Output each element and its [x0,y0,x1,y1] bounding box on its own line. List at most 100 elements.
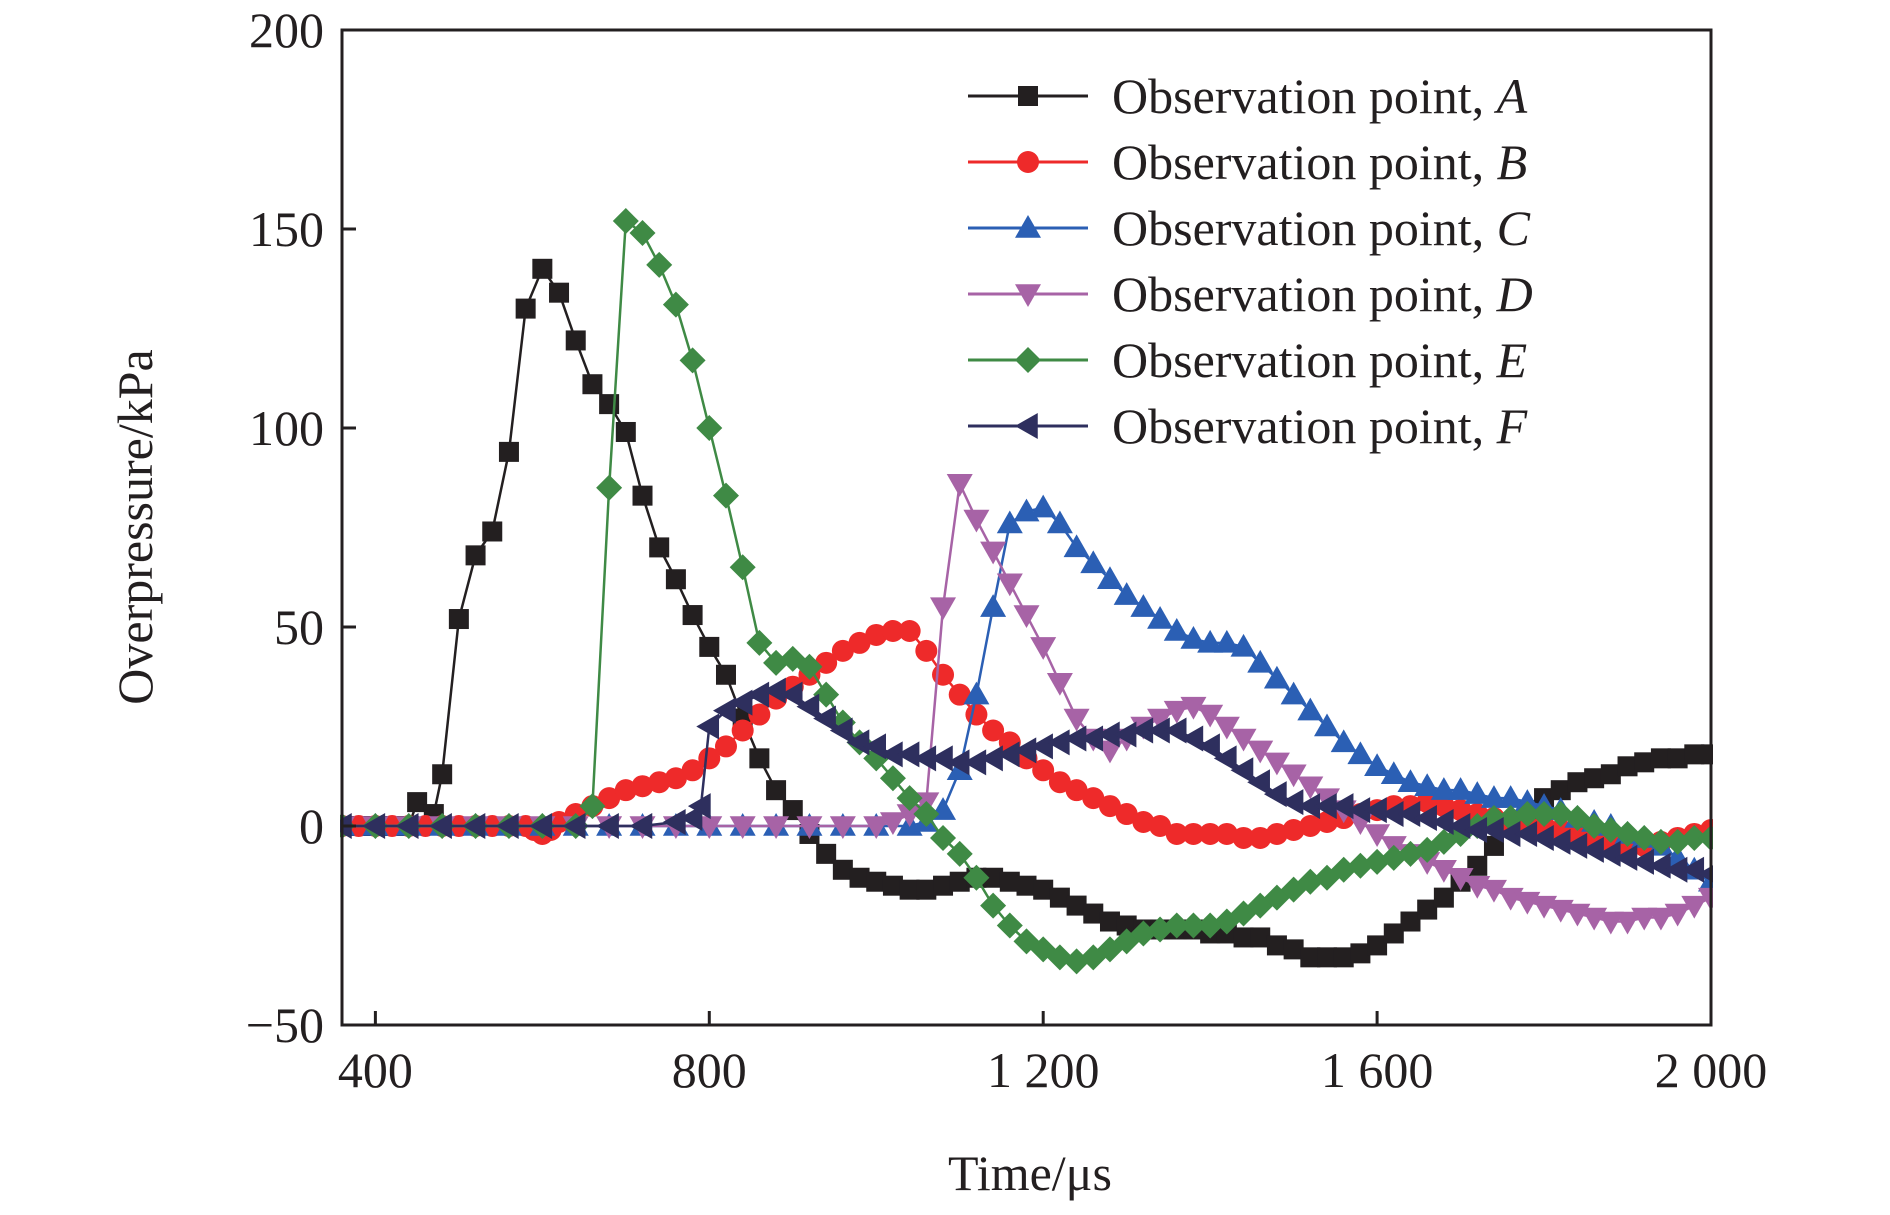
x-tick-label: 2 000 [1655,1042,1768,1098]
series-f-point [1380,801,1404,828]
series-b-point [848,631,871,654]
series-d-point [729,816,756,839]
series-e-point [879,765,906,792]
series-f-point [1647,852,1671,879]
series-a-point [1250,927,1271,948]
series-e-point [930,824,957,851]
series-d-point [963,509,990,533]
series-c-point [1414,773,1441,796]
y-tick-label: 0 [299,798,324,854]
legend-label: Observation point, C [1112,200,1531,256]
series-f-point [746,681,770,708]
series-d-point [1063,708,1090,732]
series-e-point [729,554,756,581]
legend-label-text: Observation point, [1112,266,1497,322]
series-c-point [1280,681,1307,705]
series-b-point [965,703,988,726]
series-b-point [1165,822,1188,845]
series-d-point [1030,637,1057,660]
series-c-point [1330,729,1357,753]
series-a-point [1116,915,1137,936]
series-f-point [662,809,686,836]
series-d-point [1247,740,1274,764]
series-f-point [1297,793,1321,820]
legend-label-text: Observation point, [1112,134,1497,190]
series-a-point [1467,855,1488,876]
series-f-point [1497,820,1521,847]
series-a-point [866,871,887,892]
series-b-point [714,735,737,758]
series-f-point [1681,856,1705,883]
series-c-point [1130,594,1157,617]
series-c-point [1430,777,1457,800]
series-f-point [796,693,820,720]
series-d-point [1280,764,1307,788]
series-a-point [532,258,553,279]
series-f-point [1581,836,1604,863]
series-a-point [782,800,803,821]
series-a-point [1684,744,1705,765]
series-d-point [1180,696,1207,720]
series-d-point [1597,911,1624,935]
legend-label-text: Observation point, [1112,68,1497,124]
series-c-point [996,510,1023,534]
series-a-point [482,521,503,542]
series-f-point [1347,797,1371,824]
series-d-point [696,816,723,839]
series-b-point [1115,803,1138,826]
series-a-point [549,282,570,303]
series-d-point [1447,867,1474,891]
series-d-point [796,816,823,839]
series-a-point [1350,943,1371,964]
series-f-point [1664,856,1688,883]
series-c-point [1364,753,1391,777]
series-f-point [829,717,853,744]
x-axis: 400 800 1 200 1 600 2 000 [338,1011,1767,1098]
legend-label-letter: F [1496,398,1528,454]
series-e-point [612,208,639,235]
series-f-point [1531,824,1554,851]
legend-label-text: Observation point, [1112,398,1497,454]
legend-label: Observation point, B [1112,134,1527,190]
series-d-point [980,541,1007,565]
series-a-point [1099,911,1120,932]
series-e-point [813,681,840,708]
series-b-point [1149,815,1172,837]
series-d-point [1213,716,1240,740]
series-a-point [1083,903,1104,924]
series-a-point [432,764,453,785]
series-b-point [1065,779,1088,802]
series-f-point [679,805,703,832]
series-f-point [495,813,519,839]
x-axis-title: Time/μs [948,1145,1112,1201]
series-d-point [1664,903,1691,927]
series-c-point [1147,606,1174,629]
series-a-point [1650,748,1671,769]
series-b-point [748,703,771,726]
series-f-point [1063,725,1087,752]
series-b-point [898,619,921,642]
series-f-point [596,813,619,839]
series-a-point [999,871,1020,892]
series-a-point [1367,935,1388,956]
series-d-point [1480,879,1507,903]
series-a-point [1016,875,1037,896]
series-b-point [614,779,637,802]
series-a-point [715,664,736,685]
series-d-point [1430,860,1457,883]
series-c-point [1263,665,1290,689]
series-f-point [1030,733,1053,760]
series-f-point [946,749,970,776]
series-a-point [1667,748,1688,769]
y-axis: −50 0 50 100 150 200 [246,2,356,1053]
series-c-point [1314,713,1341,737]
series-c-point [1046,510,1073,534]
series-e-point [679,347,706,374]
series-f-point [1414,805,1437,832]
series-e-point [963,864,990,891]
series-a-point [498,441,519,462]
series-a-point [1567,772,1588,793]
series-f-point [1130,717,1154,744]
series-e-point [629,219,656,246]
